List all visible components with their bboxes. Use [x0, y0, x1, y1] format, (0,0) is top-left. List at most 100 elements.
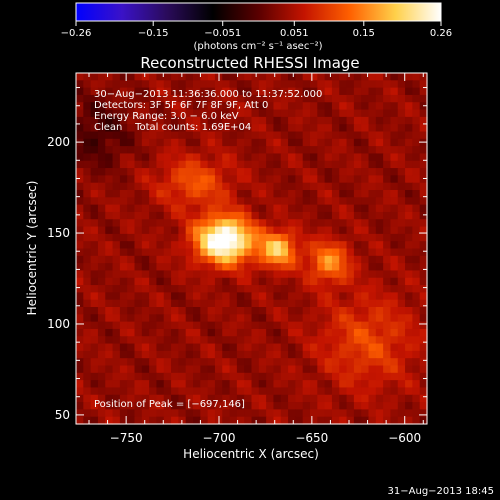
heatmap-cell [383, 73, 392, 81]
heatmap-cell [193, 211, 201, 220]
heatmap-cell [302, 138, 311, 147]
heatmap-cell [375, 226, 384, 235]
heatmap-cell [324, 394, 333, 403]
heatmap-cell [361, 146, 370, 155]
heatmap-cell [185, 182, 194, 191]
heatmap-cell [397, 277, 406, 286]
heatmap-cell [112, 358, 121, 367]
heatmap-cell [368, 263, 377, 272]
heatmap-cell [185, 226, 194, 235]
heatmap-cell [141, 87, 150, 96]
heatmap-cell [222, 307, 231, 315]
heatmap-cell [419, 248, 428, 257]
heatmap-cell [280, 263, 289, 272]
heatmap-cell [83, 372, 92, 381]
heatmap-cell [244, 358, 253, 367]
heatmap-cell [361, 277, 370, 286]
heatmap-cell [390, 380, 399, 389]
heatmap-cell [390, 211, 399, 220]
heatmap-cell [127, 168, 136, 176]
heatmap-cell [214, 358, 223, 367]
heatmap-cell [397, 204, 406, 213]
y-tick-label: 50 [55, 408, 70, 422]
heatmap-cell [346, 402, 355, 410]
heatmap-cell [331, 336, 340, 345]
heatmap-cell [375, 372, 384, 381]
heatmap-cell [171, 416, 179, 425]
heatmap-cell [346, 358, 355, 367]
heatmap-cell [419, 343, 428, 352]
heatmap-cell [302, 219, 311, 228]
heatmap-cell [90, 328, 99, 337]
heatmap-cell [134, 372, 143, 381]
heatmap-cell [119, 80, 128, 89]
heatmap-cell [339, 175, 348, 184]
heatmap-cell [185, 204, 194, 213]
heatmap-cell [156, 307, 165, 315]
heatmap-cell [280, 343, 289, 352]
heatmap-cell [302, 358, 311, 367]
heatmap-cell [76, 350, 84, 359]
heatmap-cell [244, 211, 253, 220]
heatmap-cell [90, 146, 99, 155]
heatmap-cell [324, 153, 333, 162]
heatmap-cell [339, 416, 348, 425]
heatmap-cell [353, 138, 362, 147]
heatmap-cell [236, 263, 245, 272]
heatmap-cell [222, 219, 231, 228]
heatmap-cell [353, 182, 362, 191]
heatmap-cell [163, 211, 172, 220]
heatmap-cell [163, 321, 172, 330]
heatmap-cell [105, 350, 114, 359]
heatmap-cell [244, 321, 253, 330]
heatmap-cell [76, 248, 84, 257]
heatmap-cell [353, 336, 362, 345]
heatmap-cell [119, 328, 128, 337]
heatmap-cell [419, 190, 428, 198]
heatmap-cell [390, 387, 399, 396]
heatmap-cell [383, 102, 392, 111]
heatmap-cell [163, 80, 172, 89]
heatmap-cell [339, 226, 348, 235]
heatmap-cell [397, 299, 406, 308]
heatmap-cell [134, 270, 143, 279]
heatmap-cell [141, 328, 150, 337]
heatmap-cell [280, 160, 289, 169]
heatmap-cell [178, 190, 187, 198]
heatmap-cell [353, 124, 362, 133]
heatmap-cell [149, 168, 158, 176]
heatmap-cell [339, 307, 348, 315]
heatmap-cell [244, 204, 253, 213]
heatmap-cell [251, 138, 260, 147]
heatmap-cell [171, 380, 179, 389]
heatmap-cell [222, 153, 231, 162]
heatmap-cell [193, 299, 201, 308]
heatmap-cell [280, 387, 289, 396]
heatmap-cell [412, 255, 421, 264]
heatmap-cell [331, 387, 340, 396]
heatmap-cell [193, 175, 201, 184]
heatmap-cell [200, 387, 209, 396]
heatmap-cell [324, 124, 333, 133]
heatmap-cell [185, 307, 194, 315]
heatmap-cell [112, 409, 121, 418]
heatmap-cell [76, 292, 84, 301]
heatmap-cell [134, 94, 143, 103]
heatmap-cell [229, 387, 238, 396]
heatmap-cell [193, 328, 201, 337]
heatmap-cell [331, 328, 340, 337]
heatmap-cell [90, 307, 99, 315]
heatmap-cell [178, 182, 187, 191]
heatmap-cell [236, 255, 245, 264]
heatmap-cell [90, 241, 99, 250]
heatmap-cell [171, 94, 179, 103]
heatmap-cell [346, 160, 355, 169]
heatmap-cell [90, 175, 99, 184]
heatmap-cell [156, 380, 165, 389]
heatmap-cell [383, 263, 392, 272]
heatmap-cell [288, 182, 296, 191]
heatmap-cell [127, 182, 136, 191]
heatmap-cell [375, 365, 384, 374]
heatmap-cell [390, 314, 399, 323]
heatmap-cell [112, 321, 121, 330]
